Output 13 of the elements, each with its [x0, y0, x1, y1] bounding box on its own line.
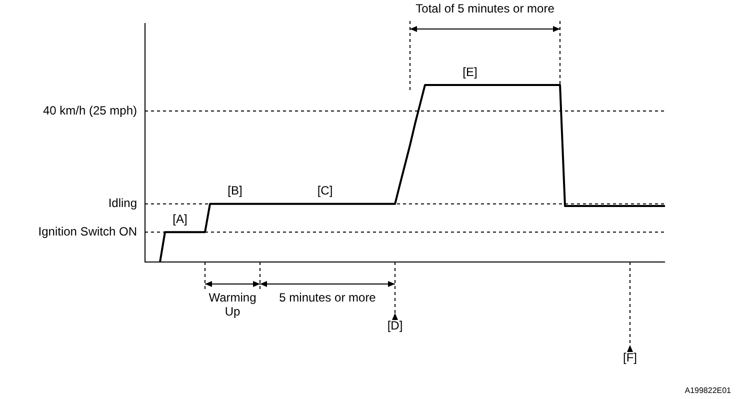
text: Warming Up	[208, 290, 256, 318]
ref-line-label: 40 km/h (25 mph)	[42, 103, 137, 118]
text: Total of 5 minutes or more	[416, 1, 555, 16]
ref-line-label: Idling	[108, 196, 137, 210]
text: 5 minutes or more	[279, 290, 376, 304]
annotation: [B]	[228, 184, 242, 198]
annotation: [C]	[317, 184, 333, 198]
annotation: [A]	[172, 212, 188, 226]
ref-line-label: Ignition Switch ON	[38, 224, 137, 238]
text: [F]	[623, 350, 637, 364]
text: A199822E01	[684, 386, 732, 396]
text: [D]	[387, 318, 403, 332]
text: [E]	[462, 64, 478, 79]
